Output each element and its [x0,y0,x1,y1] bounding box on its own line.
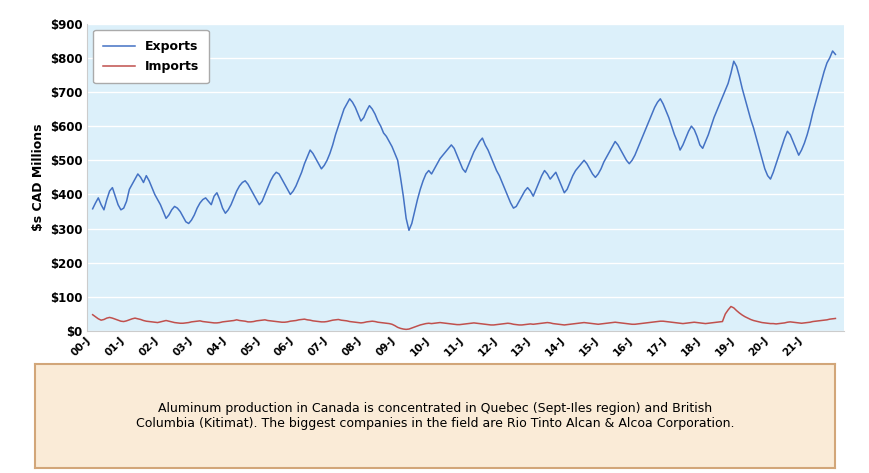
Imports [829,315,839,321]
Exports [330,132,341,138]
Exports [403,228,414,233]
Exports [409,209,420,214]
Imports [555,322,566,327]
Imports [725,304,735,309]
Text: Aluminum production in Canada is concentrated in Quebec (Sept-Iles region) and B: Aluminum production in Canada is concent… [136,402,733,430]
Y-axis label: $s CAD Millions: $s CAD Millions [31,123,44,231]
Imports [409,324,420,330]
Imports [367,318,377,324]
Line: Exports: Exports [92,51,834,230]
Exports [829,52,839,57]
Exports [555,183,566,189]
Exports [514,199,524,204]
Exports [87,206,97,211]
Imports [514,322,524,328]
Line: Imports: Imports [92,307,834,329]
Imports [330,317,341,323]
Exports [826,48,837,54]
Imports [401,326,411,332]
Imports [107,315,117,321]
Legend: Exports, Imports: Exports, Imports [93,30,209,83]
Exports [107,185,117,191]
X-axis label: Year & Month: Year & Month [415,367,515,380]
Imports [87,312,97,317]
Exports [367,106,377,112]
